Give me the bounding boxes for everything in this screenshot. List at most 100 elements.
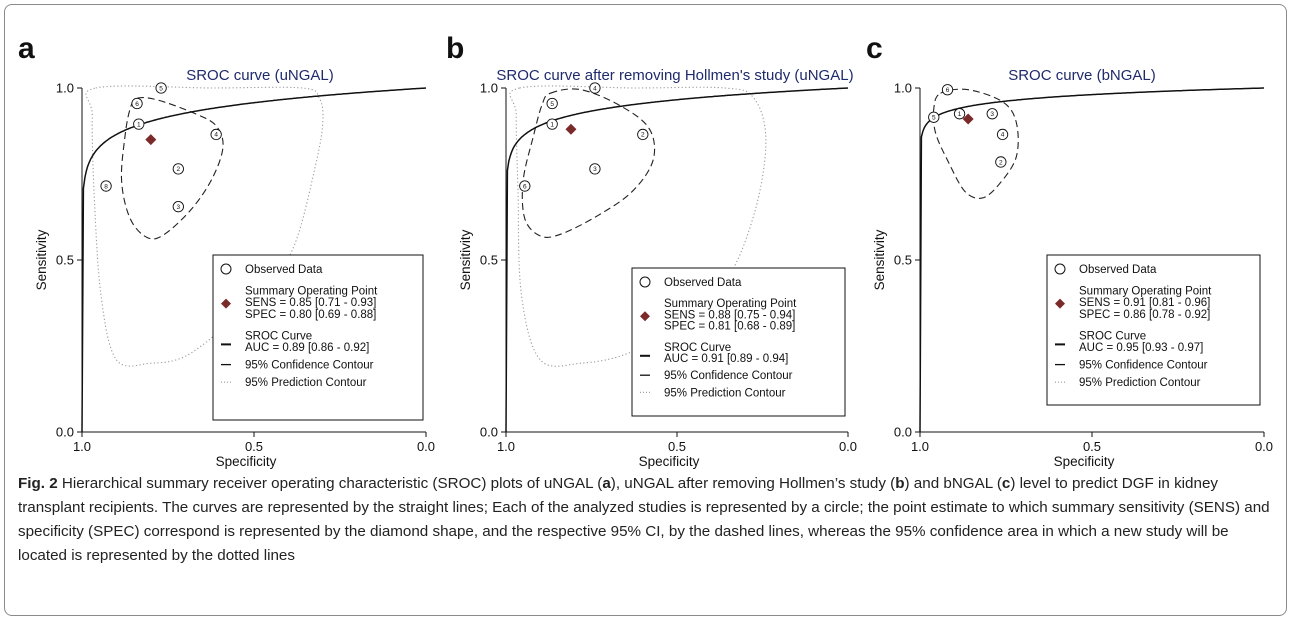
legend-summary-title: Summary Operating Point bbox=[245, 286, 378, 298]
study-label: 8 bbox=[104, 183, 108, 190]
confidence-contour bbox=[932, 88, 1019, 199]
caption-panel-ref: b bbox=[895, 475, 905, 492]
legend-prediction: 95% Prediction Contour bbox=[1079, 377, 1201, 389]
legend-box bbox=[1046, 254, 1261, 406]
legend-summary-spec: SPEC = 0.86 [0.78 - 0.92] bbox=[1079, 309, 1210, 321]
legend-box bbox=[631, 267, 846, 417]
y-tick-label: 0.5 bbox=[480, 253, 498, 268]
study-point bbox=[546, 97, 558, 110]
study-point bbox=[131, 97, 143, 110]
study-point bbox=[941, 84, 954, 96]
study-label: 1 bbox=[958, 111, 962, 118]
x-axis-label: Specificity bbox=[639, 454, 700, 469]
x-tick-label: 0.5 bbox=[245, 439, 263, 454]
study-point bbox=[172, 163, 184, 175]
legend-summary-spec: SPEC = 0.80 [0.69 - 0.88] bbox=[245, 309, 376, 321]
y-axis-label: Sensitivity bbox=[872, 229, 887, 290]
x-tick-label: 1.0 bbox=[497, 439, 515, 454]
caption-panel-ref: c bbox=[1001, 475, 1011, 492]
study-label: 1 bbox=[550, 121, 554, 128]
y-tick-label: 1.0 bbox=[480, 81, 498, 96]
y-axis-label: Sensitivity bbox=[458, 229, 473, 290]
study-point bbox=[589, 82, 601, 94]
study-label: 5 bbox=[932, 115, 936, 122]
study-label: 4 bbox=[214, 132, 218, 139]
legend-curve-title: SROC Curve bbox=[1079, 330, 1146, 342]
chart-title: SROC curve (uNGAL) bbox=[186, 67, 334, 84]
y-tick-label: 0.0 bbox=[56, 425, 74, 440]
study-label: 4 bbox=[1001, 132, 1005, 139]
chart-legend: Observed Data Summary Operating PointSENS… bbox=[1046, 254, 1261, 406]
legend-box bbox=[212, 254, 424, 421]
study-label: 4 bbox=[593, 85, 597, 92]
study-point bbox=[155, 82, 167, 94]
x-tick-label: 0.0 bbox=[1255, 439, 1273, 454]
study-label: 2 bbox=[641, 132, 645, 139]
study-point bbox=[210, 128, 222, 141]
study-label: 2 bbox=[999, 159, 1003, 166]
y-axis-label: Sensitivity bbox=[34, 229, 49, 290]
caption-text: ) and bNGAL ( bbox=[904, 475, 1002, 492]
study-point bbox=[953, 108, 966, 120]
chart-title: SROC curve (bNGAL) bbox=[1008, 67, 1156, 84]
sroc-panel-b: b SROC curve after removing Hollmen's stu… bbox=[446, 32, 857, 469]
study-point bbox=[986, 108, 998, 120]
legend-summary-sens: SENS = 0.91 [0.81 - 0.96] bbox=[1079, 297, 1210, 309]
legend-observed-icon bbox=[220, 263, 232, 275]
study-label: 6 bbox=[946, 87, 950, 94]
x-tick-label: 0.0 bbox=[839, 439, 857, 454]
study-point bbox=[100, 180, 112, 192]
sroc-curve bbox=[505, 87, 849, 433]
caption-text: Hierarchical summary receiver operating … bbox=[57, 475, 603, 492]
sroc-panel-a: a SROC curve (uNGAL) 1.0 0.5 0.0 0.0 0.5 1.0 Spe… bbox=[18, 32, 435, 469]
x-axis-label: Specificity bbox=[216, 454, 277, 469]
legend-summary-icon bbox=[221, 298, 231, 309]
study-point bbox=[519, 180, 531, 192]
study-point bbox=[546, 118, 558, 130]
x-tick-label: 0.5 bbox=[1083, 439, 1101, 454]
legend-summary-title: Summary Operating Point bbox=[1079, 286, 1212, 298]
figure-caption: Fig. 2 Hierarchical summary receiver ope… bbox=[18, 472, 1273, 568]
legend-curve-title: SROC Curve bbox=[245, 330, 312, 342]
y-tick-label: 1.0 bbox=[56, 81, 74, 96]
legend-observed-icon bbox=[639, 276, 651, 288]
y-tick-label: 0.5 bbox=[56, 253, 74, 268]
x-axis-label: Specificity bbox=[1054, 454, 1115, 469]
x-tick-label: 1.0 bbox=[73, 439, 91, 454]
study-point bbox=[637, 128, 649, 141]
legend-summary-title: Summary Operating Point bbox=[664, 298, 797, 310]
sroc-figure: a SROC curve (uNGAL) 1.0 0.5 0.0 0.0 0.5 1.0 Spe… bbox=[18, 32, 1273, 469]
study-label: 5 bbox=[550, 101, 554, 108]
study-point bbox=[589, 163, 601, 175]
legend-prediction: 95% Prediction Contour bbox=[664, 387, 786, 399]
study-label: 1 bbox=[137, 121, 141, 128]
study-label: 3 bbox=[177, 204, 181, 211]
study-label: 5 bbox=[159, 85, 163, 92]
legend-observed: Observed Data bbox=[1079, 264, 1157, 276]
panel-letter: b bbox=[446, 32, 464, 65]
panel-letter: a bbox=[18, 32, 35, 65]
caption-text: ) level to predict DGF in kidney transpl… bbox=[18, 475, 1270, 564]
study-label: 6 bbox=[135, 101, 139, 108]
y-tick-label: 0.0 bbox=[894, 425, 912, 440]
legend-confidence: 95% Confidence Contour bbox=[245, 360, 374, 372]
legend-observed: Observed Data bbox=[664, 277, 742, 289]
caption-figure-label: Fig. 2 bbox=[18, 475, 58, 492]
legend-summary-icon bbox=[640, 311, 650, 322]
legend-summary-icon bbox=[1055, 298, 1065, 309]
confidence-contour bbox=[521, 88, 656, 238]
prediction-contour bbox=[509, 85, 767, 367]
chart-legend: Observed Data Summary Operating PointSENS… bbox=[212, 254, 424, 421]
x-tick-label: 0.5 bbox=[668, 439, 686, 454]
study-label: 6 bbox=[523, 183, 527, 190]
chart-title: SROC curve after removing Hollmen's stud… bbox=[496, 67, 853, 84]
study-label: 2 bbox=[177, 166, 181, 173]
y-tick-label: 1.0 bbox=[894, 81, 912, 96]
y-tick-label: 0.5 bbox=[894, 253, 912, 268]
legend-confidence: 95% Confidence Contour bbox=[1079, 360, 1208, 372]
chart-legend: Observed Data Summary Operating PointSENS… bbox=[631, 267, 846, 417]
legend-summary-spec: SPEC = 0.81 [0.68 - 0.89] bbox=[664, 321, 795, 333]
legend-curve-title: SROC Curve bbox=[664, 342, 731, 354]
caption-text: ), uNGAL after removing Hollmen’s study … bbox=[610, 475, 896, 492]
sroc-panel-c: c SROC curve (bNGAL) 1.0 0.5 0.0 0.0 0.5 1.0 Spe… bbox=[866, 32, 1273, 469]
